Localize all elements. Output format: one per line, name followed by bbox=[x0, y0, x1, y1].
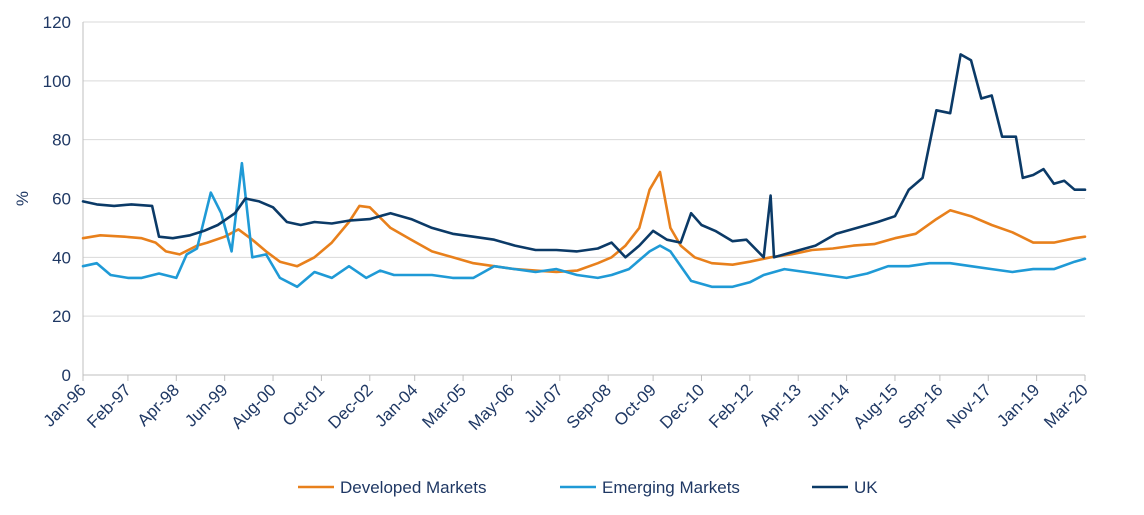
x-tick-label: Jul-07 bbox=[520, 380, 566, 426]
x-tick-label: Mar-05 bbox=[418, 380, 470, 432]
legend-label: Developed Markets bbox=[340, 478, 486, 497]
y-tick-label: 80 bbox=[52, 131, 71, 150]
x-tick-label: Jan-19 bbox=[993, 380, 1043, 430]
x-tick-label: Dec-10 bbox=[656, 380, 708, 432]
x-tick-label: Sep-16 bbox=[895, 380, 947, 432]
x-tick-label: Jan-04 bbox=[371, 380, 421, 430]
y-tick-label: 40 bbox=[52, 248, 71, 267]
y-tick-label: 120 bbox=[43, 13, 71, 32]
x-tick-label: Oct-09 bbox=[610, 380, 660, 430]
x-tick-label: Jun-14 bbox=[803, 380, 853, 430]
x-tick-label: Feb-12 bbox=[705, 380, 757, 432]
x-tick-label: Apr-13 bbox=[756, 380, 806, 430]
y-axis-label: % bbox=[13, 191, 32, 206]
series-lines bbox=[81, 53, 1087, 289]
x-tick-label: Nov-17 bbox=[943, 380, 995, 432]
y-tick-label: 0 bbox=[62, 366, 71, 385]
y-tick-label: 60 bbox=[52, 190, 71, 209]
legend-label: UK bbox=[854, 478, 878, 497]
gridlines bbox=[83, 21, 1085, 317]
x-tick-label: Aug-00 bbox=[228, 380, 280, 432]
x-tick-label: Aug-15 bbox=[850, 380, 902, 432]
y-tick-labels: 0 20 40 60 80 100 120 bbox=[43, 13, 71, 385]
x-tick-label: Dec-02 bbox=[324, 380, 376, 432]
legend: Developed Markets Emerging Markets UK bbox=[298, 478, 878, 497]
x-tick-label: Apr-98 bbox=[134, 380, 184, 430]
series-line-uk bbox=[81, 53, 1087, 259]
series-line-emerging-markets bbox=[81, 161, 1087, 289]
x-tick-label: Jun-99 bbox=[181, 380, 231, 430]
x-tick-label: Mar-20 bbox=[1040, 380, 1092, 432]
x-tick-labels: Jan-96Feb-97Apr-98Jun-99Aug-00Oct-01Dec-… bbox=[40, 380, 1092, 434]
legend-label: Emerging Markets bbox=[602, 478, 740, 497]
axes bbox=[82, 22, 1086, 381]
x-tick-label: Feb-97 bbox=[83, 380, 135, 432]
x-tick-label: Jan-96 bbox=[40, 380, 90, 430]
x-tick-label: May-06 bbox=[465, 380, 519, 434]
x-tick-label: Oct-01 bbox=[279, 380, 329, 430]
y-tick-label: 20 bbox=[52, 307, 71, 326]
x-tick-label: Sep-08 bbox=[563, 380, 615, 432]
y-tick-label: 100 bbox=[43, 72, 71, 91]
